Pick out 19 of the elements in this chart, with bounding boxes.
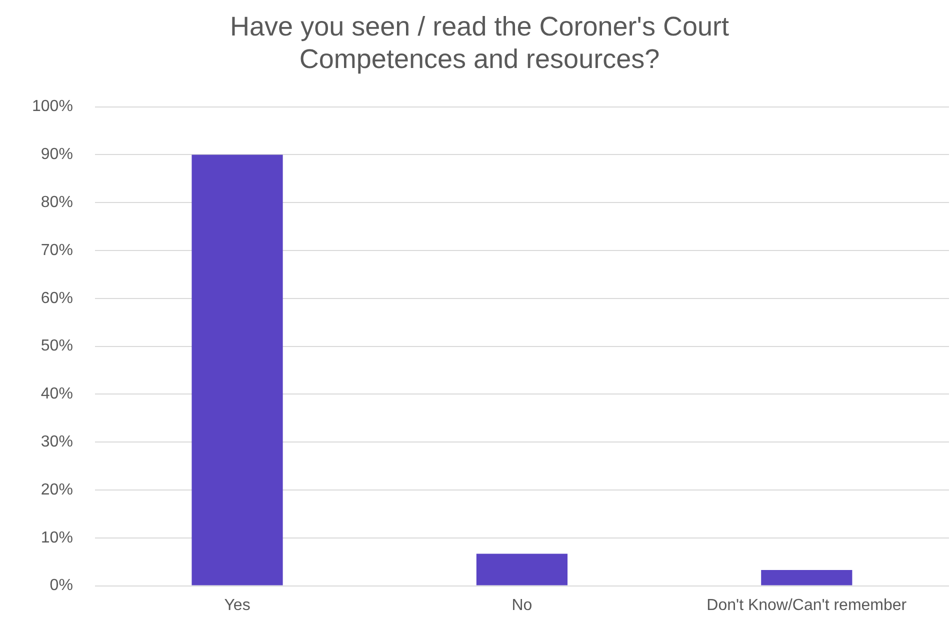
y-tick-label: 50% (40, 338, 73, 355)
y-tick-label: 60% (40, 290, 73, 307)
text: Have you seen / read the Coroner's Court (230, 12, 729, 42)
bar (761, 570, 852, 586)
x-tick-label: No (512, 596, 532, 614)
text: Competences and resources? (299, 44, 660, 74)
y-tick-label: 90% (40, 146, 73, 164)
y-tick-label: 10% (40, 529, 73, 546)
y-tick-label: 80% (40, 194, 73, 212)
x-tick-label: Don't Know/Can't remember (706, 596, 908, 614)
y-tick-label: 100% (32, 98, 73, 116)
bar (476, 554, 568, 586)
bar (192, 154, 283, 586)
y-tick-label: 40% (40, 386, 73, 403)
y-tick-label: 0% (50, 577, 73, 594)
y-tick-label: 30% (40, 434, 73, 451)
y-tick-label: 70% (40, 242, 73, 259)
y-tick-label: 20% (40, 481, 73, 498)
x-tick-label: Yes (224, 596, 250, 614)
